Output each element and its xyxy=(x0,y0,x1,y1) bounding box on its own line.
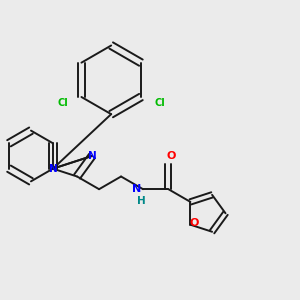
Text: N: N xyxy=(88,151,96,161)
Text: N: N xyxy=(132,184,142,194)
Text: Cl: Cl xyxy=(57,98,68,108)
Text: O: O xyxy=(167,151,176,161)
Text: H: H xyxy=(137,196,146,206)
Text: N: N xyxy=(49,164,57,174)
Text: Cl: Cl xyxy=(154,98,165,108)
Text: O: O xyxy=(189,218,199,228)
